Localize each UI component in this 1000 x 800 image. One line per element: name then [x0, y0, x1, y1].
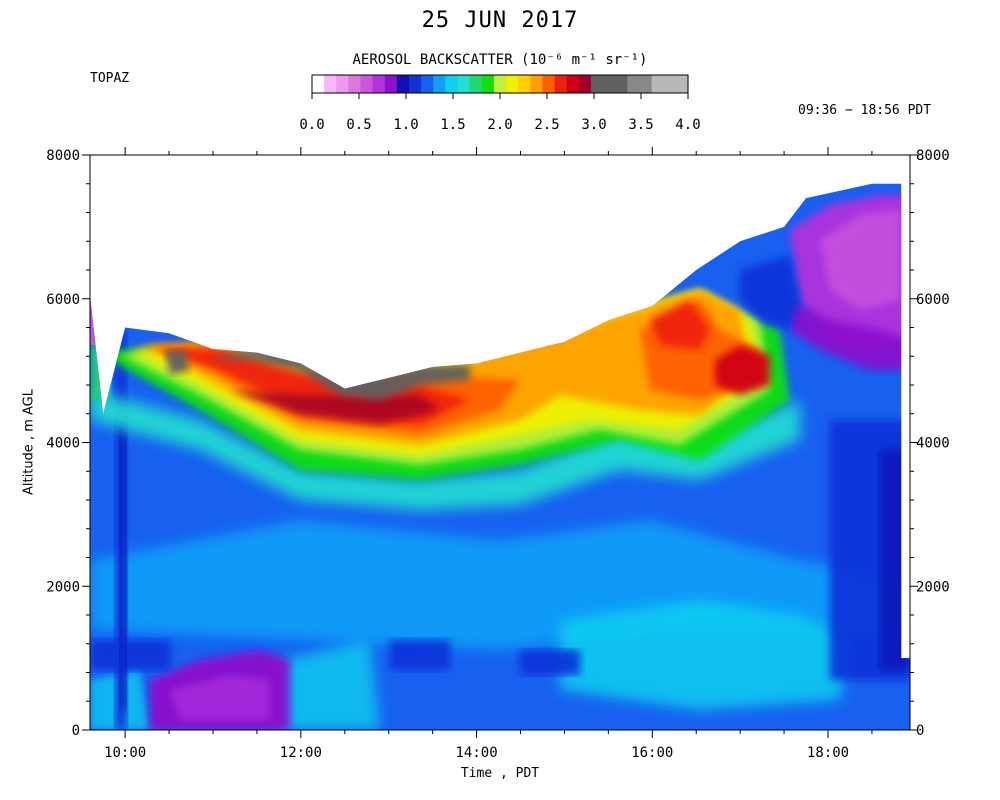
- axes: 0 2000 4000 6000 8000 0 2000 4000 6000 8000 10:00 1…: [46, 147, 950, 761]
- y-tick-label: 6000: [46, 292, 80, 308]
- colorbar-swatch: [457, 75, 471, 93]
- colorbar-tick-label: 3.5: [628, 117, 653, 133]
- colorbar-swatch: [445, 75, 459, 93]
- site-label: TOPAZ: [90, 71, 130, 86]
- colorbar-swatch: [360, 75, 374, 93]
- colorbar-swatch: [663, 75, 677, 93]
- colorbar-swatch: [542, 75, 556, 93]
- colorbar-swatch: [590, 75, 604, 93]
- colorbar-swatch: [469, 75, 483, 93]
- chart-title: 25 JUN 2017: [421, 8, 579, 33]
- layer-grey-cap-west: [165, 350, 190, 375]
- colorbar-tick-label: 3.0: [581, 117, 606, 133]
- colorbar-swatch: [615, 75, 628, 93]
- colorbar-swatch: [324, 75, 337, 93]
- colorbar-swatch: [409, 75, 422, 93]
- colorbar-swatch: [421, 75, 434, 93]
- colorbar-swatch: [518, 75, 531, 93]
- x-tick-label: 10:00: [104, 745, 146, 761]
- colorbar-swatch: [312, 75, 325, 93]
- y-tick-label: 4000: [46, 436, 80, 452]
- upper-lightpurple: [820, 210, 900, 310]
- colorbar-swatch: [384, 75, 398, 93]
- colorbar-swatch: [651, 75, 665, 93]
- y-tick-label-right: 4000: [916, 436, 950, 452]
- y-tick-label: 0: [72, 723, 80, 739]
- backscatter-field: [90, 183, 910, 730]
- colorbar-swatch: [433, 75, 447, 93]
- west-green: [90, 345, 110, 400]
- colorbar-tick-label: 0.5: [346, 117, 371, 133]
- streak: [120, 430, 126, 710]
- colorbar-swatch: [675, 75, 689, 93]
- y-tick-label-right: 6000: [916, 292, 950, 308]
- surface-purple-core: [170, 675, 270, 720]
- west-purple: [90, 300, 105, 345]
- y-tick-label-right: 2000: [916, 579, 950, 595]
- upper-purple-base: [790, 300, 910, 370]
- surface-cyan-east: [560, 600, 850, 710]
- colorbar-swatch: [603, 75, 616, 93]
- layer-base-cyan: [90, 390, 800, 510]
- y-tick-label: 8000: [46, 148, 80, 164]
- colorbar-swatch: [627, 75, 641, 93]
- y-tick-label-right: 8000: [916, 148, 950, 164]
- colorbar-swatch: [530, 75, 544, 93]
- colorbar: 0.0 0.5 1.0 1.5 2.0 2.5 3.0 3.5 4.0: [299, 74, 701, 133]
- x-tick-label: 12:00: [280, 745, 322, 761]
- colorbar-tick-label: 0.0: [299, 117, 324, 133]
- x-tick-label: 18:00: [807, 745, 849, 761]
- colorbar-swatch: [336, 75, 349, 93]
- layer-red-east1: [650, 300, 710, 350]
- colorbar-swatch: [348, 75, 362, 93]
- layer-red-east2: [715, 345, 770, 395]
- streak: [90, 640, 170, 670]
- colorbar-swatch: [396, 75, 410, 93]
- streak: [880, 450, 910, 670]
- surface-cyan-mid: [280, 640, 380, 730]
- x-axis-label: Time , PDT: [460, 766, 540, 781]
- colorbar-tick-label: 1.5: [440, 117, 465, 133]
- colorbar-tick-label: 2.0: [487, 117, 512, 133]
- time-range-label: 09:36 − 18:56 PDT: [798, 103, 932, 118]
- upper-blue-east: [740, 255, 800, 330]
- y-tick-label-right: 0: [916, 723, 924, 739]
- layer-darkred-west: [230, 390, 440, 425]
- x-tick-label: 16:00: [631, 745, 673, 761]
- streak: [520, 650, 580, 675]
- colorbar-tick-label: 1.0: [393, 117, 418, 133]
- colorbar-swatch: [578, 75, 592, 93]
- y-tick-label: 2000: [46, 579, 80, 595]
- colorbar-label: AEROSOL BACKSCATTER (10⁻⁶ m⁻¹ sr⁻¹): [352, 52, 648, 68]
- streak: [390, 640, 450, 670]
- colorbar-swatch: [506, 75, 519, 93]
- colorbar-swatch: [481, 75, 495, 93]
- colorbar-tick-label: 2.5: [534, 117, 559, 133]
- colorbar-swatch: [493, 75, 507, 93]
- colorbar-swatch: [554, 75, 568, 93]
- colorbar-swatch: [639, 75, 653, 93]
- colorbar-swatch: [566, 75, 580, 93]
- colorbar-tick-label: 4.0: [675, 117, 700, 133]
- x-tick-label: 14:00: [455, 745, 497, 761]
- colorbar-swatch: [372, 75, 386, 93]
